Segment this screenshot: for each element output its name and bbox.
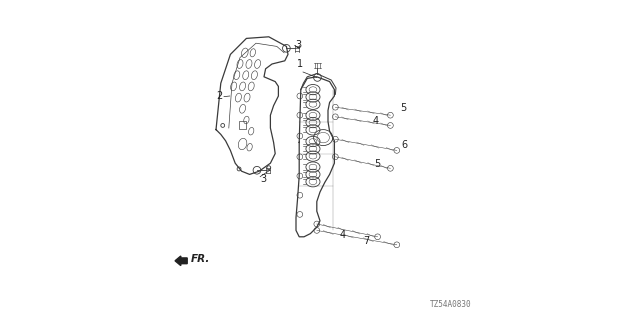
Text: 6: 6 [402,140,408,150]
Text: TZ54A0830: TZ54A0830 [430,300,472,309]
Text: 1: 1 [298,59,303,69]
Text: 3: 3 [260,174,266,184]
Text: FR.: FR. [191,254,210,264]
Text: 4: 4 [339,229,346,240]
Text: 5: 5 [400,103,406,113]
Text: 4: 4 [372,116,379,126]
Text: 3: 3 [296,40,302,51]
Text: 2: 2 [216,91,222,101]
FancyArrow shape [175,256,187,266]
Text: 5: 5 [374,159,381,170]
Text: 7: 7 [364,236,369,246]
Bar [239,121,246,129]
